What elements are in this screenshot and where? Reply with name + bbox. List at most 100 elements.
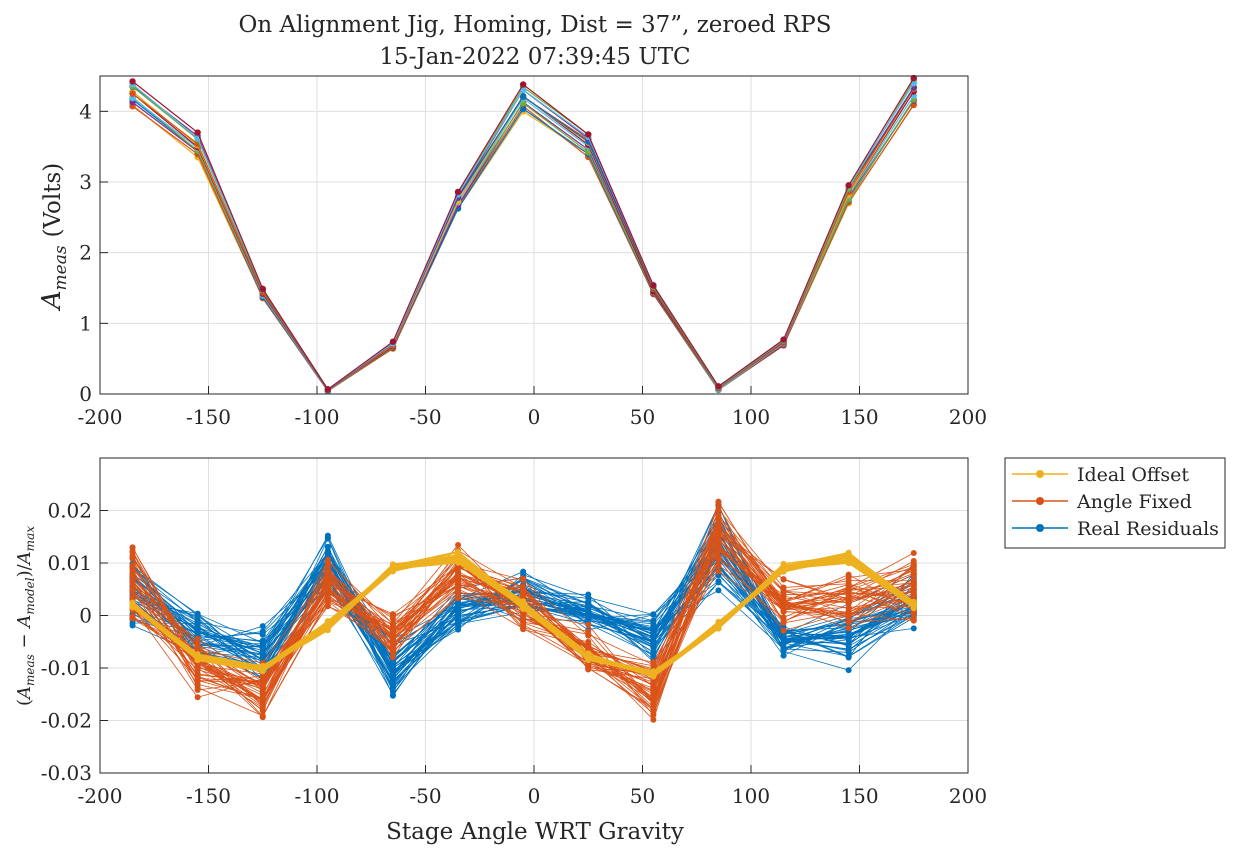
bottom-data-point	[845, 595, 852, 602]
bottom-data-point	[845, 641, 852, 648]
top-y-tick-label: 1	[79, 311, 92, 335]
top-y-tick-label: 3	[79, 170, 92, 194]
bottom-data-point	[259, 637, 266, 644]
bottom-data-point	[650, 611, 657, 618]
bottom-data-point	[520, 614, 527, 621]
top-series-line	[132, 100, 915, 392]
bottom-x-tick-label: 50	[630, 784, 655, 808]
bottom-data-point	[715, 556, 722, 563]
bottom-data-point	[194, 612, 201, 619]
top-data-point	[129, 90, 136, 97]
bottom-data-point	[129, 566, 136, 573]
top-x-tick-label: 50	[630, 405, 655, 429]
bottom-data-point	[715, 536, 722, 543]
bottom-data-point	[585, 591, 592, 598]
bottom-data-point	[259, 623, 266, 630]
top-x-tick-label: 150	[840, 405, 878, 429]
top-series-line	[132, 103, 915, 392]
bottom-data-point	[845, 649, 852, 656]
bottom-data-point	[910, 561, 917, 568]
bottom-y-tick-label: 0.01	[47, 551, 92, 575]
bottom-data-point	[780, 627, 787, 634]
bottom-data-point	[259, 707, 266, 714]
top-data-point	[454, 188, 462, 196]
bottom-data-point	[194, 686, 201, 693]
bottom-data-point	[650, 617, 657, 624]
bottom-data-point	[389, 654, 396, 661]
bottom-data-point	[129, 577, 136, 584]
bottom-data-point	[845, 549, 852, 556]
top-x-tick-label: 200	[949, 405, 987, 429]
top-series-line	[132, 95, 915, 392]
top-x-tick-label: -150	[186, 405, 231, 429]
top-series-line	[132, 80, 915, 391]
chart-title-line-1: On Alignment Jig, Homing, Dist = 37”, ze…	[239, 12, 832, 38]
bottom-data-point	[650, 651, 657, 658]
legend-label: Real Residuals	[1077, 518, 1219, 540]
bottom-data-point	[845, 611, 852, 618]
bottom-data-point	[324, 562, 331, 569]
bottom-data-point	[520, 576, 527, 583]
bottom-data-point	[389, 645, 396, 652]
bottom-data-point	[585, 604, 592, 611]
top-series-line	[132, 77, 915, 391]
bottom-data-point	[194, 620, 201, 627]
bottom-data-point	[845, 635, 852, 642]
bottom-data-point	[389, 687, 396, 694]
bottom-data-point	[715, 521, 722, 528]
top-series-line	[132, 86, 915, 391]
bottom-data-point	[585, 661, 592, 668]
bottom-data-point	[389, 612, 396, 619]
bottom-data-point	[455, 612, 462, 619]
bottom-data-point	[455, 576, 462, 583]
bottom-data-point	[715, 506, 722, 513]
bottom-y-tick-label: -0.01	[41, 656, 92, 680]
bottom-data-point	[129, 592, 136, 599]
bottom-data-point	[910, 615, 917, 622]
top-gridlines	[100, 76, 968, 394]
bottom-data-point	[845, 584, 852, 591]
bottom-data-point	[585, 631, 592, 638]
bottom-data-point	[129, 599, 136, 606]
bottom-data-point	[129, 614, 136, 621]
top-data-point	[845, 182, 852, 189]
bottom-data-point	[194, 626, 201, 633]
top-y-tick-label: 4	[79, 99, 92, 123]
bottom-data-point	[715, 562, 722, 569]
bottom-data-point	[259, 667, 266, 674]
bottom-data-point	[910, 604, 917, 611]
top-axis-ticks: -200 -150 -100 -50 0 50 100 150 200 0 1 2 3 4	[78, 99, 988, 429]
top-series-line	[132, 87, 915, 391]
bottom-x-axis-label: Stage Angle WRT Gravity	[386, 819, 684, 845]
top-data-point	[129, 94, 136, 102]
top-series-lines	[129, 74, 917, 395]
chart-title-line-2: 15-Jan-2022 07:39:45 UTC	[379, 44, 690, 70]
bottom-data-point	[585, 646, 592, 653]
top-x-tick-label: -200	[78, 405, 123, 429]
bottom-x-tick-label: 200	[949, 784, 987, 808]
bottom-data-point	[194, 663, 201, 670]
bottom-data-point	[455, 621, 462, 628]
bottom-data-point	[324, 579, 331, 586]
bottom-data-point	[129, 588, 136, 595]
top-series-line	[132, 85, 915, 391]
bottom-data-point	[780, 635, 787, 642]
bottom-x-tick-label: 100	[732, 784, 770, 808]
bottom-data-point	[324, 570, 331, 577]
bottom-plot-panel: -200 -150 -100 -50 0 50 100 150 200 -0.03 -0.02 -0.…	[14, 457, 987, 845]
top-data-point	[715, 383, 722, 390]
bottom-data-point	[259, 681, 266, 688]
bottom-data-point	[780, 605, 787, 612]
top-y-tick-label: 2	[79, 241, 92, 265]
bottom-data-point	[194, 677, 201, 684]
top-series-line	[132, 104, 915, 392]
bottom-data-point	[324, 543, 331, 550]
bottom-data-point	[324, 532, 331, 539]
bottom-x-tick-label: 150	[840, 784, 878, 808]
bottom-data-point	[455, 601, 462, 608]
bottom-x-tick-label: -150	[186, 784, 231, 808]
bottom-x-tick-label: 0	[528, 784, 541, 808]
top-data-point	[194, 129, 201, 136]
bottom-y-tick-label: -0.03	[41, 761, 92, 785]
bottom-data-point	[845, 557, 852, 564]
